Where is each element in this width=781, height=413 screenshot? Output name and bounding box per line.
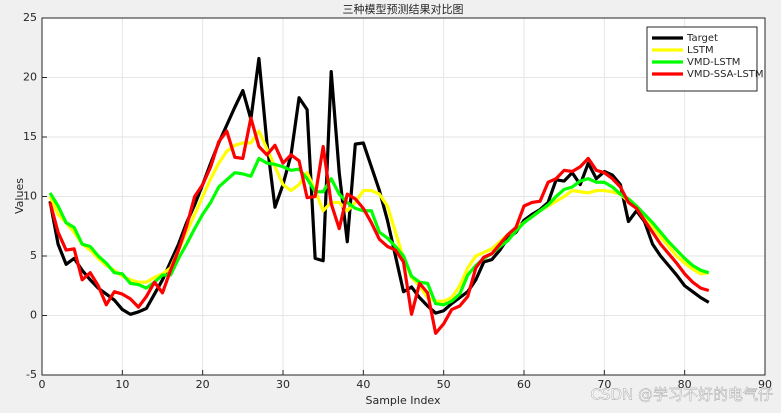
- axes-box: [41, 17, 766, 376]
- series-line: [48, 56, 710, 316]
- chart-title: 三种模型预测结果对比图: [343, 2, 464, 16]
- x-tick-label: 10: [115, 378, 129, 391]
- x-axis-label: Sample Index: [365, 394, 441, 407]
- legend-label: Target: [686, 33, 718, 44]
- y-tick-label: 15: [23, 130, 37, 143]
- x-tick-label: 30: [276, 378, 290, 391]
- series-line: [48, 116, 710, 335]
- y-tick-label: 25: [23, 11, 37, 24]
- x-tick-label: 80: [678, 378, 692, 391]
- y-axis-label: Values: [13, 178, 26, 214]
- legend-label: VMD-SSA-LSTM: [687, 69, 764, 80]
- y-tick-label: 5: [30, 249, 37, 262]
- x-tick-label: 0: [39, 378, 46, 391]
- y-tick-label: 20: [23, 71, 37, 84]
- x-tick-label: 60: [517, 378, 531, 391]
- legend-label: LSTM: [687, 45, 714, 56]
- y-tick-label: 10: [23, 190, 37, 203]
- series-line: [48, 156, 710, 307]
- watermark: CSDN @学习不好的电气仔: [590, 386, 773, 404]
- y-tick-label: 0: [30, 309, 37, 322]
- y-tick-label: -5: [26, 368, 37, 381]
- x-tick-label: 40: [356, 378, 370, 391]
- x-tick-label: 50: [437, 378, 451, 391]
- x-tick-label: 70: [597, 378, 611, 391]
- x-tick-label: 90: [758, 378, 772, 391]
- x-tick-label: 20: [196, 378, 210, 391]
- legend-label: VMD-LSTM: [687, 57, 740, 68]
- series-line: [48, 129, 710, 303]
